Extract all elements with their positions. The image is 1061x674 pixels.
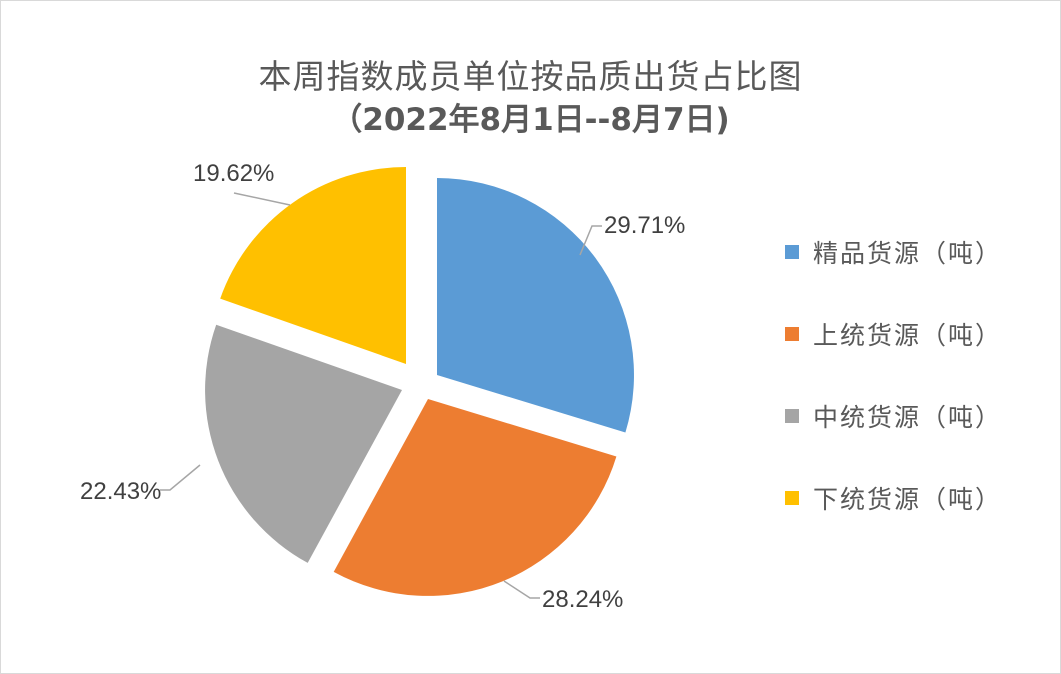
leader-line-xiatong bbox=[233, 192, 291, 206]
legend-item-jingpin[interactable]: 精品货源（吨） bbox=[785, 236, 1002, 268]
legend-swatch-gray bbox=[785, 409, 799, 423]
slice-shangtong[interactable] bbox=[333, 399, 617, 596]
data-label-shangtong: 28.24% bbox=[542, 586, 624, 613]
legend-item-xiatong[interactable]: 下统货源（吨） bbox=[785, 482, 1002, 514]
legend-swatch-yellow bbox=[785, 491, 799, 505]
legend-label: 精品货源（吨） bbox=[813, 239, 1003, 268]
slice-zhongtong[interactable] bbox=[205, 324, 402, 563]
slice-xiatong[interactable] bbox=[220, 167, 406, 364]
legend-swatch-orange bbox=[785, 327, 799, 341]
legend-label: 上统货源（吨） bbox=[813, 321, 1003, 350]
chart-title: 本周指数成员单位按品质出货占比图 bbox=[258, 57, 803, 96]
legend-item-shangtong[interactable]: 上统货源（吨） bbox=[785, 318, 1002, 350]
slice-jingpin[interactable] bbox=[437, 178, 634, 433]
leader-line-jingpin bbox=[579, 225, 602, 256]
legend-item-zhongtong[interactable]: 中统货源（吨） bbox=[785, 400, 1002, 432]
legend-label: 中统货源（吨） bbox=[813, 403, 1003, 432]
chart-subtitle: （2022年8月1日--8月7日) bbox=[331, 102, 730, 138]
leader-line-shangtong bbox=[503, 580, 540, 599]
legend-swatch-blue bbox=[785, 245, 799, 259]
legend-label: 下统货源（吨） bbox=[813, 485, 1003, 514]
data-label-xiatong: 19.62% bbox=[193, 160, 275, 187]
leader-line-zhongtong bbox=[160, 464, 201, 491]
data-label-zhongtong: 22.43% bbox=[80, 478, 162, 505]
data-label-jingpin: 29.71% bbox=[604, 212, 686, 239]
